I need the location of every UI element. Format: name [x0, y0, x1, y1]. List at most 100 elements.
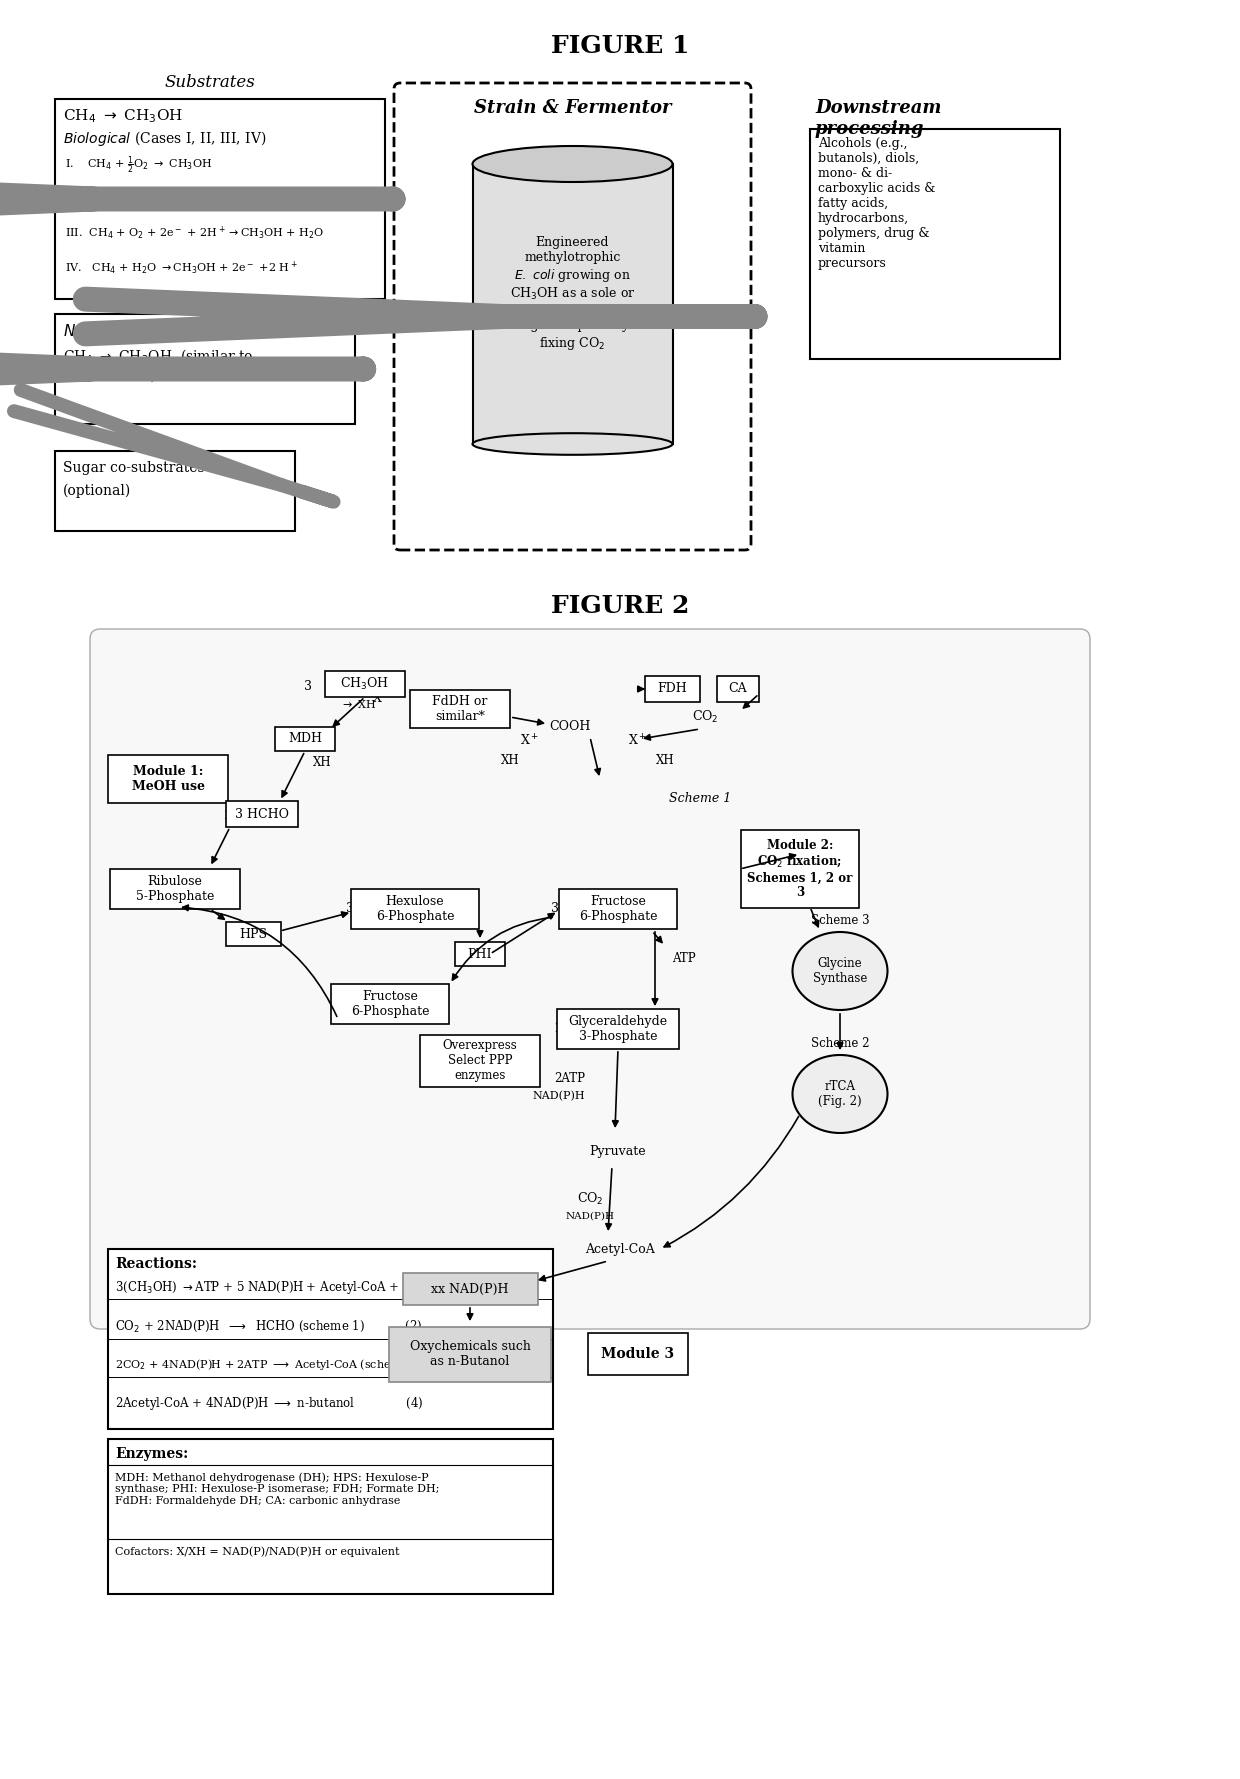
Text: FdDH or
similar*: FdDH or similar* [433, 696, 487, 722]
FancyBboxPatch shape [110, 868, 241, 909]
Text: X$^+$: X$^+$ [372, 692, 392, 706]
Text: Cofactors: X/XH = NAD(P)/NAD(P)H or equivalent: Cofactors: X/XH = NAD(P)/NAD(P)H or equi… [115, 1546, 399, 1557]
Text: XH: XH [312, 756, 331, 769]
Text: CO$_2$ + 2NAD(P)H  $\longrightarrow$  HCHO (scheme 1)           (2): CO$_2$ + 2NAD(P)H $\longrightarrow$ HCHO… [115, 1318, 423, 1334]
Text: Scheme 3: Scheme 3 [811, 914, 869, 927]
Text: 3 HCHO: 3 HCHO [236, 808, 289, 820]
Text: XH: XH [656, 754, 675, 767]
Ellipse shape [792, 1055, 888, 1133]
Text: HPS: HPS [239, 927, 267, 941]
Text: 2ATP: 2ATP [554, 1073, 585, 1085]
Text: Scheme 1: Scheme 1 [668, 792, 732, 806]
FancyBboxPatch shape [325, 671, 405, 697]
Text: ATP: ATP [672, 952, 696, 966]
FancyBboxPatch shape [717, 676, 759, 703]
Text: IV.   CH$_4$ + H$_2$O $\rightarrow$CH$_3$OH + 2e$^-$ +2 H$^+$: IV. CH$_4$ + H$_2$O $\rightarrow$CH$_3$O… [64, 260, 298, 278]
Text: Alcohols (e.g.,
butanols), diols,
mono- & di-
carboxylic acids &
fatty acids,
hy: Alcohols (e.g., butanols), diols, mono- … [818, 137, 935, 270]
FancyBboxPatch shape [108, 1249, 553, 1429]
FancyBboxPatch shape [55, 452, 295, 530]
Text: Substrates: Substrates [165, 75, 255, 91]
FancyBboxPatch shape [559, 890, 677, 929]
Text: MDH: MDH [288, 733, 322, 745]
FancyBboxPatch shape [55, 315, 355, 423]
Ellipse shape [792, 932, 888, 1010]
Text: Module 1:
MeOH use: Module 1: MeOH use [131, 765, 205, 793]
Text: Glycine
Synthase: Glycine Synthase [812, 957, 867, 986]
FancyBboxPatch shape [403, 1274, 537, 1306]
Text: II.   CH$_4$ + $\frac{3}{4}$O$_2$ + e$^-$ + H$^+$$\rightarrow$CH$_3$OH + $\frac{: II. CH$_4$ + $\frac{3}{4}$O$_2$ + e$^-$ … [64, 190, 326, 212]
Text: Module 3: Module 3 [601, 1347, 675, 1361]
Text: 3: 3 [551, 902, 559, 916]
Text: Engineered
methylotrophic
$E.$ $coli$ growing on
CH$_3$OH as a sole or
co-substr: Engineered methylotrophic $E.$ $coli$ gr… [510, 237, 635, 352]
Text: CO$_2$: CO$_2$ [692, 710, 718, 726]
Text: 3: 3 [346, 902, 353, 916]
Text: NAD(P)H: NAD(P)H [532, 1091, 585, 1101]
Text: III.  CH$_4$ + O$_2$ + 2e$^-$ + 2H$^+$$\rightarrow$CH$_3$OH + H$_2$O: III. CH$_4$ + O$_2$ + 2e$^-$ + 2H$^+$$\r… [64, 224, 325, 242]
Text: MDH: Methanol dehydrogenase (DH); HPS: Hexulose-P
synthase; PHI: Hexulose-P isom: MDH: Methanol dehydrogenase (DH); HPS: H… [115, 1471, 439, 1505]
Ellipse shape [472, 146, 672, 181]
Ellipse shape [472, 434, 672, 455]
Text: Fructose
6-Phosphate: Fructose 6-Phosphate [579, 895, 657, 923]
Text: 2Acetyl-CoA + 4NAD(P)H $\longrightarrow$ n-butanol              (4): 2Acetyl-CoA + 4NAD(P)H $\longrightarrow$… [115, 1395, 424, 1413]
FancyBboxPatch shape [588, 1332, 688, 1375]
Text: Module 2:
CO$_2$ fixation;
Schemes 1, 2 or
3: Module 2: CO$_2$ fixation; Schemes 1, 2 … [748, 838, 853, 900]
Text: Pyruvate: Pyruvate [590, 1144, 646, 1158]
Text: Fructose
6-Phosphate: Fructose 6-Phosphate [351, 989, 429, 1018]
Text: X$^+$: X$^+$ [629, 733, 647, 749]
Text: $\rightarrow$ XH: $\rightarrow$ XH [340, 697, 376, 710]
Text: PHI: PHI [467, 948, 492, 961]
Text: XH: XH [501, 754, 520, 767]
FancyBboxPatch shape [645, 676, 699, 703]
Text: COOH: COOH [549, 720, 590, 733]
Text: FIGURE 2: FIGURE 2 [551, 594, 689, 617]
Text: CH$_4$ $\rightarrow$ CH$_3$OH: CH$_4$ $\rightarrow$ CH$_3$OH [63, 107, 184, 125]
FancyBboxPatch shape [455, 943, 505, 966]
Text: Reactions:: Reactions: [115, 1258, 197, 1270]
Text: case I above): case I above) [63, 368, 156, 382]
Text: Hexulose
6-Phosphate: Hexulose 6-Phosphate [376, 895, 454, 923]
Text: 3: 3 [134, 882, 143, 895]
Text: CA: CA [729, 683, 748, 696]
Text: rTCA
(Fig. 2): rTCA (Fig. 2) [818, 1080, 862, 1108]
Text: (optional): (optional) [63, 484, 131, 498]
Text: CH$_3$OH: CH$_3$OH [341, 676, 389, 692]
FancyBboxPatch shape [389, 1327, 551, 1382]
FancyBboxPatch shape [91, 630, 1090, 1329]
FancyBboxPatch shape [394, 84, 751, 550]
Text: FIGURE 1: FIGURE 1 [551, 34, 689, 59]
FancyBboxPatch shape [810, 130, 1060, 359]
FancyBboxPatch shape [331, 984, 449, 1025]
FancyBboxPatch shape [108, 1439, 553, 1594]
Text: Downstream
processing: Downstream processing [815, 100, 941, 137]
Text: 2: 2 [554, 1023, 562, 1035]
Text: 3: 3 [224, 809, 232, 822]
FancyBboxPatch shape [472, 164, 672, 445]
FancyBboxPatch shape [410, 690, 510, 728]
FancyBboxPatch shape [351, 890, 479, 929]
Text: 3(CH$_3$OH) $\rightarrow$ATP + 5 NAD(P)H + Acetyl-CoA + CO$_2$  (1): 3(CH$_3$OH) $\rightarrow$ATP + 5 NAD(P)H… [115, 1279, 453, 1295]
Text: Ribulose
5-Phosphate: Ribulose 5-Phosphate [136, 875, 215, 904]
Text: $\it{Biological}$ (Cases I, II, III, IV): $\it{Biological}$ (Cases I, II, III, IV) [63, 130, 267, 148]
Text: $\it{Non}$-$\it{biological}$: $\it{Non}$-$\it{biological}$ [63, 322, 174, 342]
FancyBboxPatch shape [275, 728, 335, 751]
FancyBboxPatch shape [108, 754, 228, 802]
Text: CO$_2$: CO$_2$ [577, 1190, 604, 1206]
Text: CH$_4$ $\rightarrow$ CH$_3$OH  (similar to: CH$_4$ $\rightarrow$ CH$_3$OH (similar t… [63, 347, 254, 365]
FancyBboxPatch shape [420, 1035, 539, 1087]
Text: Sugar co-substrates: Sugar co-substrates [63, 461, 205, 475]
Text: 2: 2 [351, 998, 358, 1010]
FancyBboxPatch shape [226, 801, 298, 827]
FancyBboxPatch shape [55, 100, 384, 299]
Text: Scheme 2: Scheme 2 [811, 1037, 869, 1050]
Text: Enzymes:: Enzymes: [115, 1446, 188, 1461]
FancyBboxPatch shape [226, 922, 280, 946]
Text: Strain & Fermentor: Strain & Fermentor [474, 100, 671, 117]
Text: 2CO$_2$ + 4NAD(P)H + 2ATP $\longrightarrow$ Acetyl-CoA (scheme 2/3)(3): 2CO$_2$ + 4NAD(P)H + 2ATP $\longrightarr… [115, 1357, 450, 1372]
Text: xx NAD(P)H: xx NAD(P)H [432, 1283, 508, 1295]
Text: Glyceraldehyde
3-Phosphate: Glyceraldehyde 3-Phosphate [568, 1016, 667, 1042]
Text: Oxychemicals such
as n-Butanol: Oxychemicals such as n-Butanol [409, 1340, 531, 1368]
Text: NAD(P)H: NAD(P)H [565, 1211, 615, 1220]
Text: X$^+$: X$^+$ [521, 733, 539, 749]
Text: Acetyl-CoA: Acetyl-CoA [585, 1242, 655, 1256]
Text: 3: 3 [304, 680, 312, 692]
